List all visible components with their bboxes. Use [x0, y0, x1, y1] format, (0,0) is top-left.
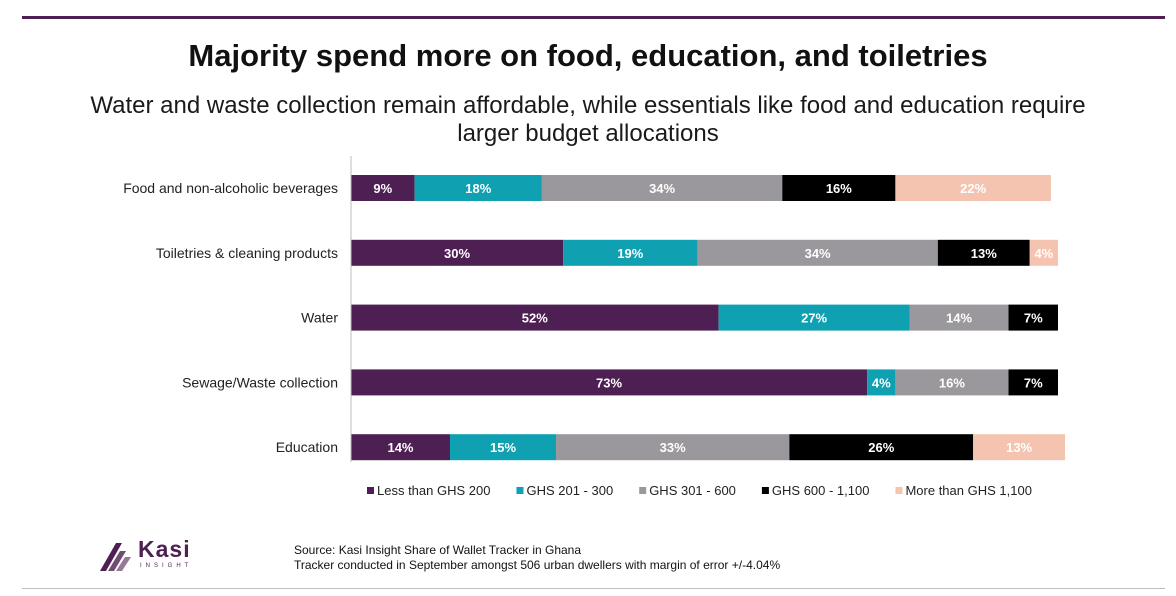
source-note: Source: Kasi Insight Share of Wallet Tra… — [294, 543, 780, 573]
legend-swatch — [639, 487, 647, 494]
bar-value-label: 33% — [660, 440, 686, 455]
bar-value-label: 15% — [490, 440, 516, 455]
bar-value-label: 34% — [649, 181, 675, 196]
bar-segment — [351, 239, 564, 266]
kasi-logo-name: Kasi — [138, 536, 191, 562]
bar-value-label: 73% — [596, 375, 622, 390]
bar-value-label: 22% — [960, 181, 986, 196]
legend-label: GHS 600 - 1,100 — [772, 483, 870, 498]
category-label: Water — [301, 310, 338, 326]
kasi-logo-tagline: INSIGHT — [140, 563, 193, 569]
bar-value-label: 7% — [1024, 311, 1043, 326]
legend-label: GHS 201 - 300 — [526, 483, 613, 498]
legend-label: GHS 301 - 600 — [649, 483, 736, 498]
category-label: Toiletries & cleaning products — [156, 245, 338, 261]
bar-segment — [556, 434, 790, 461]
chart-subtitle: Water and waste collection remain afford… — [90, 92, 1086, 147]
chart-title: Majority spend more on food, education, … — [188, 38, 988, 73]
bar-value-label: 14% — [946, 311, 972, 326]
bottom-rule — [22, 588, 1165, 589]
legend-label: Less than GHS 200 — [377, 483, 490, 498]
category-label: Sewage/Waste collection — [182, 374, 338, 390]
bar-value-label: 34% — [805, 246, 831, 261]
bar-segment — [789, 434, 974, 461]
bar-segment — [895, 369, 1009, 396]
legend-swatch — [895, 487, 903, 494]
kasi-logo-icon — [100, 543, 131, 571]
bar-segment — [1008, 369, 1058, 396]
legend-swatch — [516, 487, 524, 494]
bar-segment — [541, 175, 783, 201]
bar-value-label: 30% — [444, 246, 470, 261]
bar-value-label: 19% — [617, 246, 643, 261]
bar-segment — [867, 369, 896, 396]
bar-value-label: 13% — [1006, 440, 1032, 455]
legend-swatch — [761, 487, 769, 494]
bar-value-label: 16% — [826, 181, 852, 196]
bar-segment — [973, 434, 1066, 461]
bar-segment — [414, 175, 542, 201]
bar-value-label: 13% — [971, 246, 997, 261]
bar-value-label: 14% — [387, 440, 413, 455]
bar-segment — [718, 304, 910, 331]
category-label: Education — [276, 439, 338, 455]
bar-value-label: 7% — [1024, 375, 1043, 390]
top-rule — [22, 16, 1165, 19]
legend-swatch — [367, 487, 374, 494]
bar-value-label: 16% — [939, 375, 965, 390]
legend-label: More than GHS 1,100 — [905, 483, 1031, 498]
bar-segment — [351, 369, 868, 396]
bar-segment — [697, 239, 938, 266]
bar-value-label: 26% — [868, 440, 894, 455]
bar-segment — [351, 175, 415, 201]
bar-segment — [351, 304, 719, 331]
bar-value-label: 4% — [872, 375, 891, 390]
bar-segment — [937, 239, 1030, 266]
kasi-logo: Kasi INSIGHT — [98, 535, 208, 575]
stacked-bar-chart: Food and non-alcoholic beverages 9% 18% 34%… — [123, 156, 1066, 498]
source-line-2: Tracker conducted in September amongst 5… — [294, 558, 781, 572]
bar-value-label: 18% — [465, 181, 491, 196]
bar-segment — [563, 239, 698, 266]
bar-segment — [909, 304, 1009, 331]
bar-segment — [782, 175, 896, 201]
bar-value-label: 4% — [1034, 246, 1053, 261]
bar-segment — [1029, 239, 1058, 266]
bar-segment — [895, 175, 1051, 201]
bar-value-label: 9% — [373, 181, 392, 196]
bar-segment — [351, 434, 450, 461]
bar-segment — [449, 434, 557, 461]
bar-segment — [1008, 304, 1058, 331]
source-line-1: Source: Kasi Insight Share of Wallet Tra… — [294, 543, 582, 557]
bar-value-label: 27% — [801, 311, 827, 326]
category-label: Food and non-alcoholic beverages — [123, 180, 338, 196]
bar-value-label: 52% — [522, 311, 548, 326]
